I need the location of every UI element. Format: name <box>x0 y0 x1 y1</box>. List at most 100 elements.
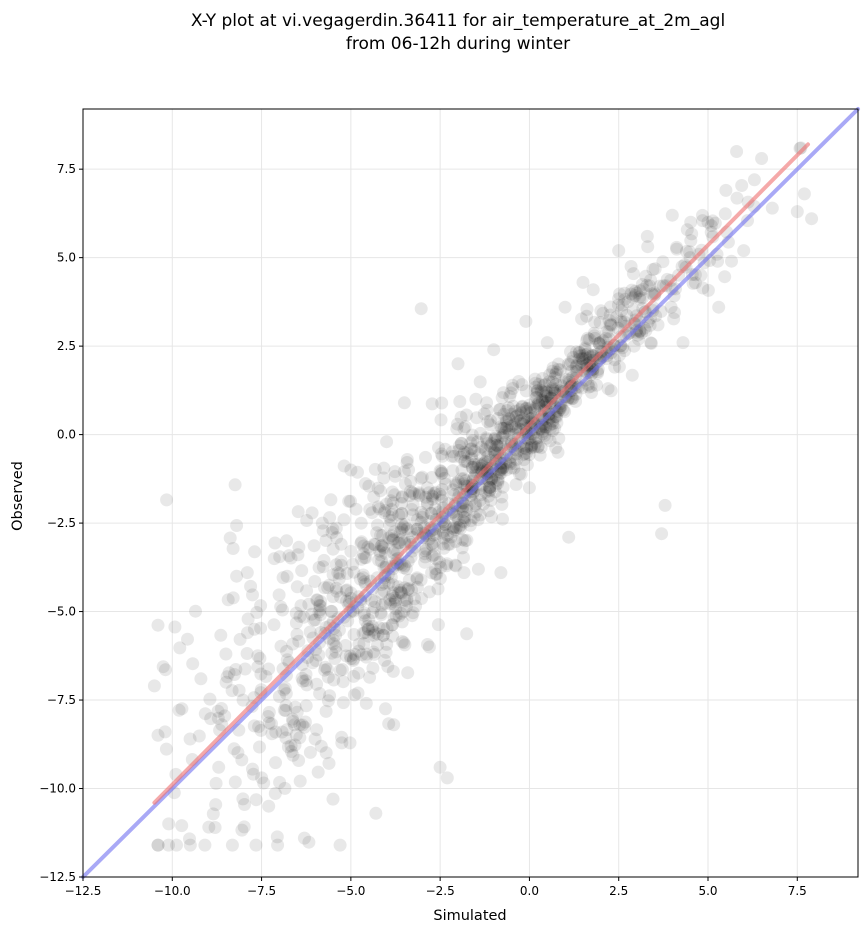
scatter-point <box>310 593 324 607</box>
scatter-point <box>330 531 344 545</box>
scatter-point <box>480 396 494 410</box>
scatter-point <box>356 547 370 561</box>
scatter-point <box>458 454 472 468</box>
scatter-point <box>319 660 332 674</box>
scatter-point <box>575 348 589 362</box>
scatter-point <box>465 449 479 462</box>
scatter-point <box>627 339 641 353</box>
scatter-point <box>312 605 326 619</box>
scatter-point <box>332 572 346 586</box>
scatter-point <box>400 456 414 469</box>
scatter-point <box>531 384 544 397</box>
scatter-point <box>500 415 514 428</box>
identity-line <box>81 107 860 879</box>
scatter-point <box>299 667 313 681</box>
scatter-point <box>241 626 254 640</box>
scatter-point <box>293 731 307 745</box>
scatter-point <box>375 554 388 568</box>
scatter-point <box>388 469 402 483</box>
scatter-point <box>648 262 662 276</box>
scatter-point <box>379 702 392 716</box>
scatter-point <box>189 604 202 618</box>
scatter-point <box>605 318 619 332</box>
scatter-point <box>514 416 528 430</box>
scatter-point <box>407 487 421 501</box>
scatter-point <box>506 382 520 395</box>
scatter-point <box>293 774 307 788</box>
scatter-point <box>565 364 579 378</box>
scatter-point <box>394 583 407 597</box>
scatter-point <box>388 543 402 557</box>
scatter-point <box>363 502 377 516</box>
scatter-point <box>418 520 431 534</box>
scatter-point <box>646 263 660 276</box>
scatter-point <box>640 278 654 292</box>
scatter-point <box>366 623 379 637</box>
scatter-point <box>580 309 594 323</box>
scatter-point <box>281 740 295 754</box>
scatter-point <box>626 291 640 305</box>
scatter-point <box>286 637 300 651</box>
y-tick-label: −2.5 <box>47 516 76 530</box>
scatter-point <box>456 496 470 510</box>
scatter-point <box>540 385 554 399</box>
scatter-point <box>323 689 337 703</box>
y-tick-label: −10.0 <box>39 782 76 796</box>
scatter-point <box>183 732 197 746</box>
scatter-point <box>321 581 335 595</box>
scatter-point <box>519 384 533 398</box>
scatter-point <box>324 493 338 507</box>
scatter-point <box>522 448 536 462</box>
scatter-point <box>416 508 430 522</box>
scatter-point <box>515 399 529 413</box>
scatter-point <box>504 386 518 400</box>
scatter-point <box>592 336 606 350</box>
scatter-point <box>295 718 309 732</box>
scatter-point <box>414 471 428 485</box>
scatter-point <box>203 692 217 706</box>
scatter-point <box>434 413 448 427</box>
scatter-point <box>633 292 647 306</box>
scatter-point <box>219 675 233 689</box>
scatter-point <box>392 609 406 623</box>
scatter-point <box>262 716 276 730</box>
scatter-point <box>394 521 408 535</box>
scatter-point <box>465 442 479 456</box>
scatter-point <box>254 667 268 681</box>
scatter-point <box>221 593 235 607</box>
scatter-point <box>400 599 413 613</box>
scatter-point <box>292 754 306 767</box>
scatter-point <box>457 422 471 436</box>
scatter-point <box>227 668 241 681</box>
scatter-point <box>402 463 416 477</box>
scatter-point <box>493 467 507 481</box>
scatter-point <box>372 553 386 567</box>
scatter-point <box>352 644 366 658</box>
scatter-point <box>198 707 212 721</box>
scatter-point <box>400 453 414 466</box>
scatter-point <box>290 705 304 719</box>
scatter-point <box>454 437 468 450</box>
scatter-point <box>147 679 161 693</box>
scatter-point <box>291 548 305 562</box>
scatter-point <box>505 407 519 421</box>
scatter-point <box>587 326 601 340</box>
scatter-point <box>509 409 523 423</box>
scatter-point <box>529 380 543 394</box>
scatter-point <box>280 723 294 737</box>
scatter-point <box>548 371 562 385</box>
scatter-point <box>246 767 260 781</box>
scatter-point <box>471 457 485 471</box>
scatter-point <box>388 591 402 605</box>
scatter-point <box>363 542 377 556</box>
scatter-point <box>355 552 368 566</box>
scatter-point <box>549 367 563 381</box>
scatter-point <box>277 683 291 697</box>
scatter-point <box>331 566 345 580</box>
scatter-point <box>389 609 403 623</box>
scatter-point <box>420 542 434 556</box>
scatter-point <box>578 348 592 362</box>
scatter-point <box>460 627 474 641</box>
scatter-point <box>696 281 710 295</box>
scatter-point <box>436 537 450 551</box>
